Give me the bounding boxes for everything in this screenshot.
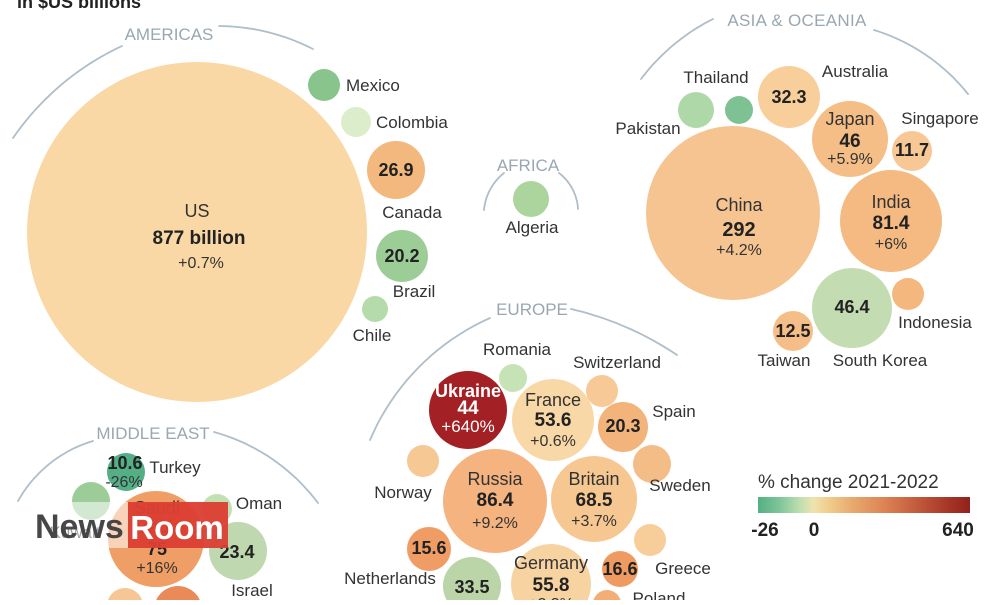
svg-text:Taiwan: Taiwan (758, 351, 811, 370)
svg-text:20.3: 20.3 (605, 416, 640, 436)
svg-text:877 billion: 877 billion (153, 228, 246, 249)
svg-text:20.2: 20.2 (384, 246, 419, 266)
svg-text:in $US billions: in $US billions (17, 0, 141, 12)
svg-text:46.4: 46.4 (834, 297, 869, 317)
svg-text:+2.3%: +2.3% (528, 596, 574, 600)
svg-text:% change 2021-2022: % change 2021-2022 (758, 472, 939, 493)
svg-text:Ukraine: Ukraine (435, 381, 501, 401)
svg-text:Russia: Russia (467, 469, 523, 489)
svg-text:Mexico: Mexico (346, 76, 400, 95)
svg-text:15.6: 15.6 (411, 538, 446, 558)
svg-text:0: 0 (809, 520, 820, 541)
svg-text:16.6: 16.6 (602, 559, 637, 579)
svg-text:11.7: 11.7 (895, 140, 929, 160)
svg-text:-26%: -26% (105, 474, 142, 491)
svg-text:Norway: Norway (374, 483, 432, 502)
svg-text:+5.9%: +5.9% (827, 151, 873, 168)
svg-text:Japan: Japan (825, 109, 874, 129)
svg-text:France: France (525, 390, 581, 410)
svg-text:ASIA & OCEANIA: ASIA & OCEANIA (727, 11, 867, 30)
svg-text:10.6: 10.6 (107, 453, 142, 473)
svg-text:EUROPE: EUROPE (496, 300, 568, 319)
svg-text:Spain: Spain (652, 402, 695, 421)
svg-text:32.3: 32.3 (771, 87, 806, 107)
svg-text:Brazil: Brazil (393, 282, 436, 301)
svg-text:US: US (184, 201, 209, 221)
svg-text:Colombia: Colombia (376, 113, 448, 132)
svg-text:Room: Room (130, 509, 224, 546)
svg-text:Algeria: Algeria (506, 218, 559, 237)
svg-text:292: 292 (722, 219, 755, 241)
svg-text:Netherlands: Netherlands (344, 569, 436, 588)
svg-text:South Korea: South Korea (833, 351, 928, 370)
svg-text:AMERICAS: AMERICAS (125, 25, 214, 44)
svg-text:Poland: Poland (633, 589, 686, 600)
svg-text:News: News (35, 508, 124, 546)
svg-text:68.5: 68.5 (576, 490, 613, 511)
svg-text:-26: -26 (751, 520, 778, 541)
svg-text:India: India (871, 192, 911, 212)
svg-text:12.5: 12.5 (775, 321, 810, 341)
svg-text:MIDDLE EAST: MIDDLE EAST (96, 424, 209, 443)
svg-text:Israel: Israel (231, 581, 273, 600)
svg-text:26.9: 26.9 (378, 160, 413, 180)
svg-text:44: 44 (457, 398, 479, 419)
svg-text:23.4: 23.4 (219, 542, 254, 562)
svg-text:640: 640 (942, 520, 974, 541)
svg-text:Switzerland: Switzerland (573, 353, 661, 372)
svg-text:Greece: Greece (655, 559, 711, 578)
svg-text:81.4: 81.4 (873, 213, 910, 234)
svg-text:+16%: +16% (136, 560, 177, 577)
svg-text:33.5: 33.5 (454, 577, 489, 597)
svg-text:Romania: Romania (483, 340, 552, 359)
svg-text:Singapore: Singapore (901, 109, 979, 128)
svg-text:+4.2%: +4.2% (716, 242, 762, 259)
svg-text:Canada: Canada (382, 203, 442, 222)
svg-text:Oman: Oman (236, 494, 282, 513)
svg-text:53.6: 53.6 (535, 410, 572, 431)
svg-text:+9.2%: +9.2% (472, 515, 518, 532)
svg-text:86.4: 86.4 (477, 490, 514, 511)
svg-text:+3.7%: +3.7% (571, 513, 617, 530)
svg-text:China: China (715, 195, 763, 215)
svg-text:Thailand: Thailand (683, 68, 748, 87)
svg-text:+0.7%: +0.7% (178, 255, 224, 272)
svg-text:Sweden: Sweden (649, 476, 710, 495)
svg-text:+640%: +640% (441, 417, 494, 436)
svg-text:AFRICA: AFRICA (497, 156, 560, 175)
svg-text:Turkey: Turkey (149, 458, 201, 477)
svg-text:+6%: +6% (875, 236, 907, 253)
svg-text:Indonesia: Indonesia (898, 313, 972, 332)
svg-text:Australia: Australia (822, 62, 889, 81)
svg-text:+0.6%: +0.6% (530, 433, 576, 450)
svg-text:55.8: 55.8 (533, 575, 570, 596)
svg-text:Pakistan: Pakistan (615, 119, 680, 138)
svg-text:Britain: Britain (568, 469, 619, 489)
svg-text:Chile: Chile (353, 326, 392, 345)
svg-text:46: 46 (839, 131, 860, 152)
svg-text:Germany: Germany (514, 553, 588, 573)
